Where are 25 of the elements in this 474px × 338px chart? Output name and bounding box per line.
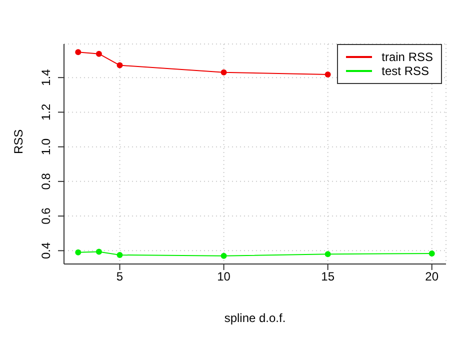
x-tick-label: 10 bbox=[217, 270, 231, 284]
point bbox=[116, 62, 123, 68]
point bbox=[220, 69, 227, 76]
x-tick-label: 20 bbox=[425, 270, 439, 284]
y-tick-label: 0.6 bbox=[39, 207, 53, 224]
y-tick-label: 1.4 bbox=[39, 68, 53, 86]
y-tick-label: 0.8 bbox=[39, 172, 53, 190]
point bbox=[116, 252, 123, 258]
x-tick-label: 15 bbox=[321, 270, 335, 284]
x-axis-title: spline d.o.f. bbox=[224, 311, 286, 325]
point bbox=[96, 50, 102, 57]
point bbox=[75, 249, 82, 256]
legend-label: train RSS bbox=[382, 50, 433, 64]
x-tick-label: 5 bbox=[116, 270, 124, 284]
y-tick-label: 1.2 bbox=[39, 104, 53, 121]
point bbox=[96, 248, 102, 255]
legend-label: test RSS bbox=[382, 64, 429, 78]
y-axis-title: RSS bbox=[11, 129, 26, 154]
y-tick-label: 1.0 bbox=[39, 138, 53, 156]
y-tick-label: 0.4 bbox=[39, 242, 53, 260]
point bbox=[324, 71, 331, 78]
point bbox=[220, 252, 227, 259]
point bbox=[75, 49, 82, 56]
point bbox=[324, 251, 331, 258]
point bbox=[428, 250, 435, 256]
